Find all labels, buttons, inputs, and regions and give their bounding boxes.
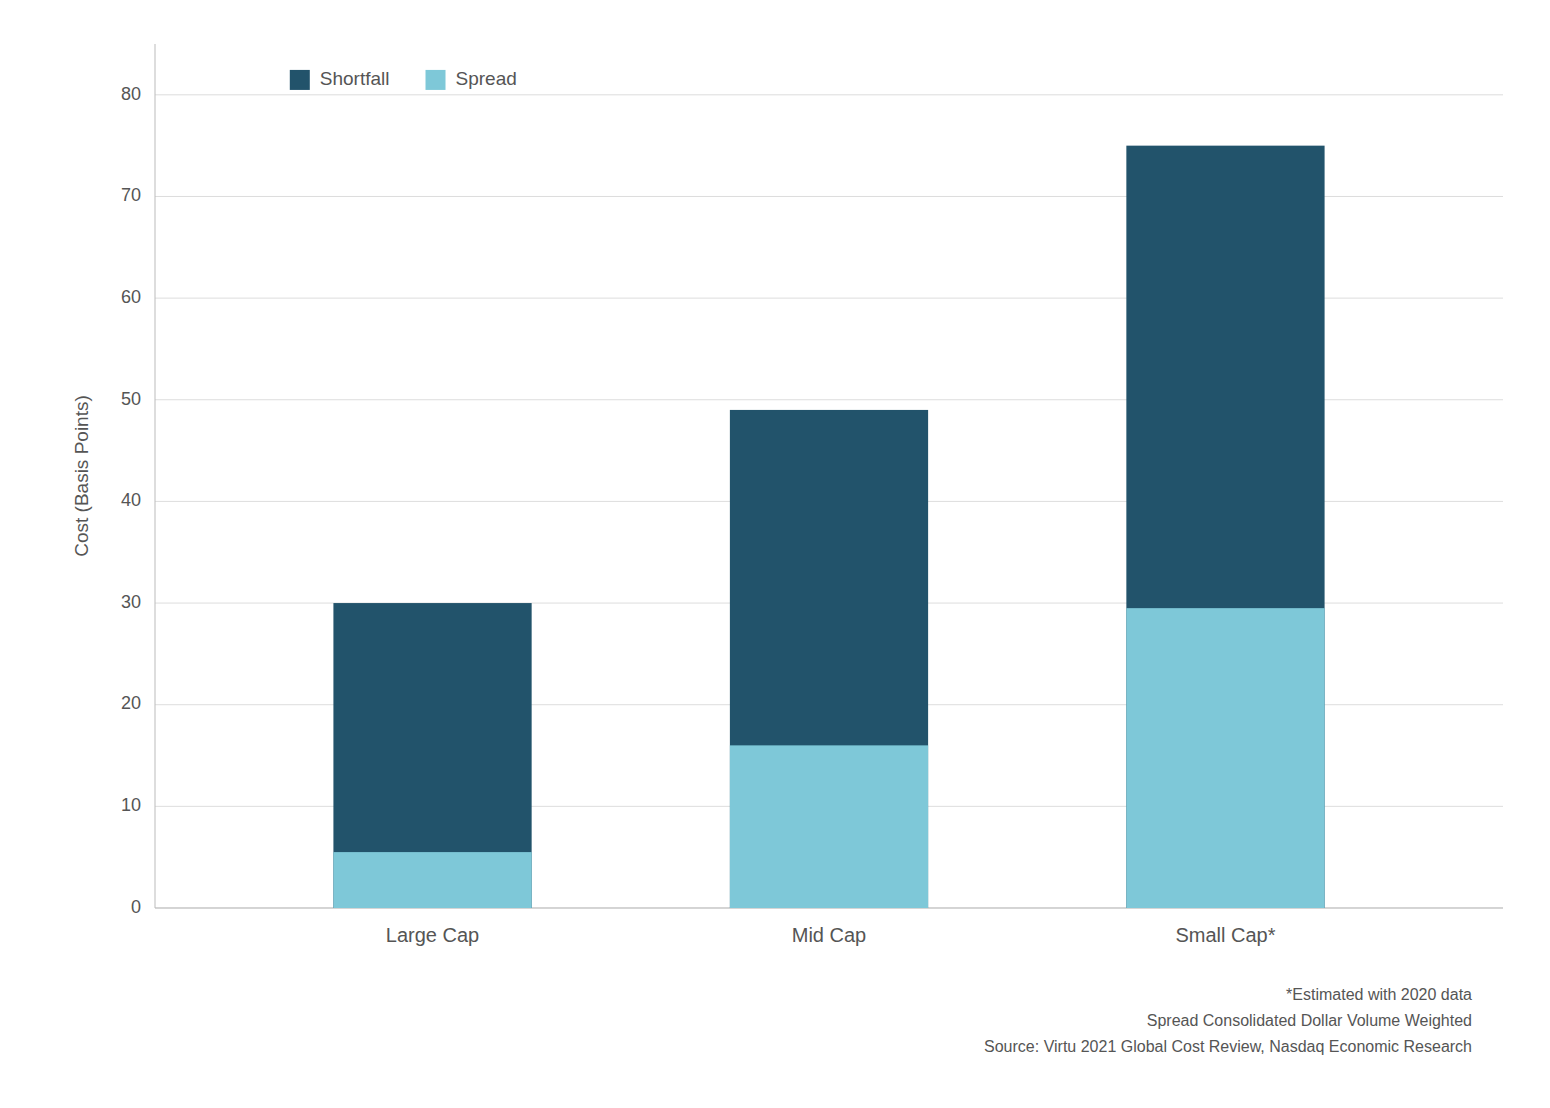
y-tick-label: 70 (121, 185, 141, 205)
bar (1126, 146, 1324, 908)
footnotes: *Estimated with 2020 data Spread Consolid… (984, 986, 1472, 1055)
legend-label: Spread (456, 68, 517, 89)
y-tick-label: 0 (131, 897, 141, 917)
y-tick-label: 40 (121, 490, 141, 510)
bar (730, 410, 928, 908)
bar (333, 603, 531, 908)
y-tick-label: 10 (121, 795, 141, 815)
grid-line (155, 94, 1503, 95)
series (333, 146, 1324, 908)
series (333, 608, 1324, 908)
y-axis: 0 10 20 30 40 50 60 70 80 (121, 44, 1503, 917)
y-tick-label: 20 (121, 693, 141, 713)
x-tick-label: Small Cap* (1175, 924, 1275, 946)
legend: Shortfall Spread (290, 68, 517, 90)
x-axis: Large Cap Mid Cap Small Cap* (386, 924, 1276, 946)
bars (333, 146, 1324, 908)
legend-swatch (290, 70, 310, 90)
bar (730, 745, 928, 908)
x-tick-label: Mid Cap (792, 924, 866, 946)
bar (1126, 608, 1324, 908)
y-tick-label: 80 (121, 84, 141, 104)
legend-label: Shortfall (320, 68, 390, 89)
footnote: Spread Consolidated Dollar Volume Weight… (1147, 1012, 1472, 1029)
footnote: Source: Virtu 2021 Global Cost Review, N… (984, 1038, 1472, 1055)
footnote: *Estimated with 2020 data (1286, 986, 1472, 1003)
x-tick-label: Large Cap (386, 924, 479, 946)
legend-swatch (426, 70, 446, 90)
y-tick-label: 60 (121, 287, 141, 307)
bar (333, 852, 531, 908)
y-tick-label: 30 (121, 592, 141, 612)
y-tick-label: 50 (121, 389, 141, 409)
chart: 0 10 20 30 40 50 60 70 80 Cost (Basis Points) Larg… (0, 0, 1550, 1108)
y-axis-line (155, 44, 156, 908)
grid (155, 95, 1503, 908)
y-axis-label: Cost (Basis Points) (71, 395, 92, 557)
